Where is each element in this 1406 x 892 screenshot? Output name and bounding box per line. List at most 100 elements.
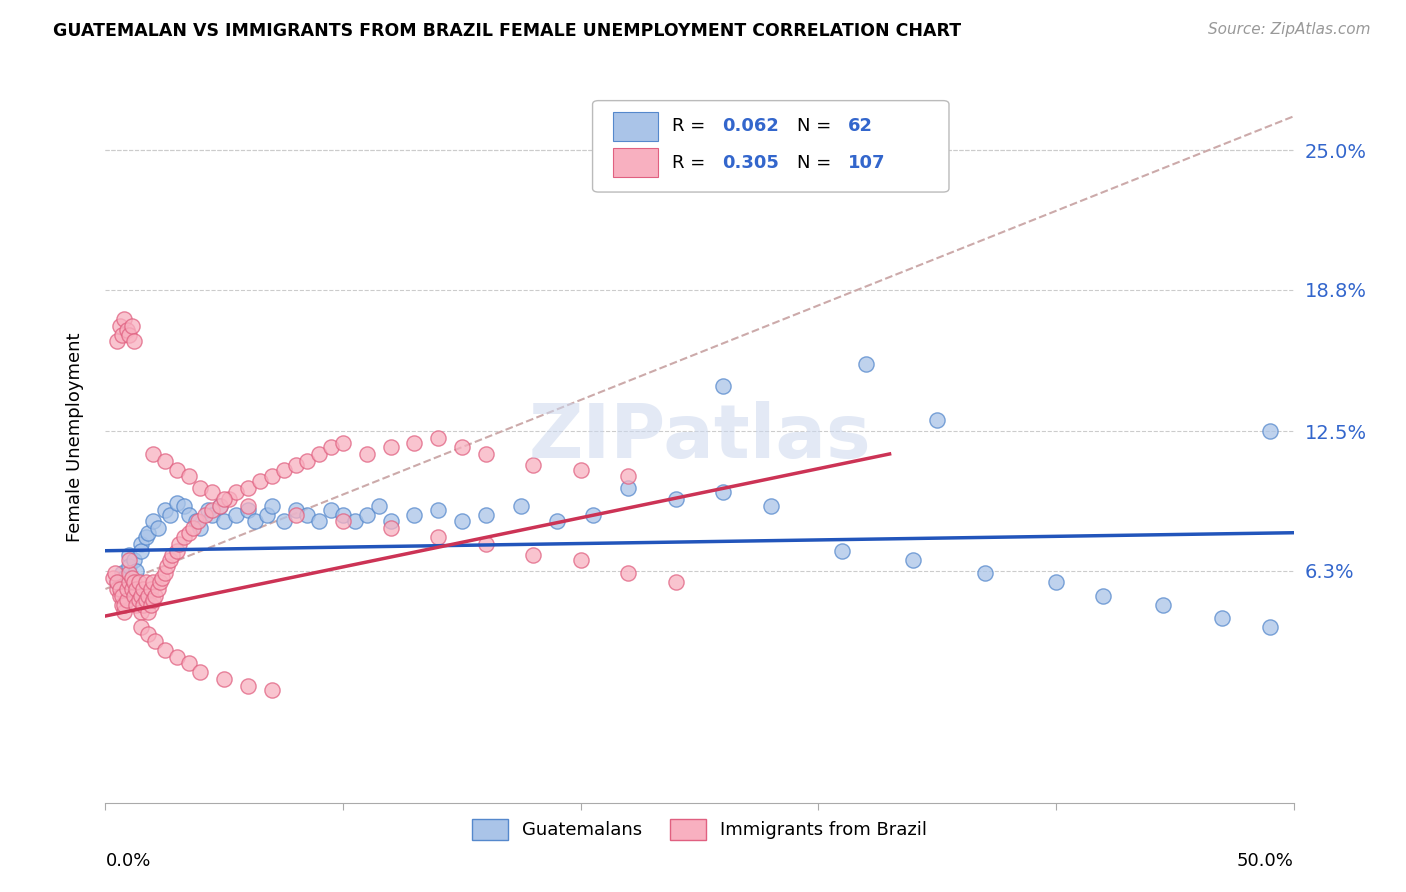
Point [149, 575, 172, 590]
Point [114, 598, 136, 612]
Point [225, 508, 247, 522]
Point [152, 571, 174, 585]
Point [617, 566, 640, 581]
Point [183, 521, 205, 535]
Point [284, 458, 307, 473]
Point [343, 515, 366, 529]
Point [166, 543, 188, 558]
Point [114, 605, 136, 619]
Point [111, 566, 134, 581]
Point [146, 521, 169, 535]
Point [118, 327, 141, 342]
Point [136, 589, 159, 603]
Point [139, 582, 162, 596]
Point [214, 491, 236, 506]
Point [321, 503, 343, 517]
Point [115, 323, 138, 337]
Point [711, 485, 734, 500]
Point [1045, 575, 1067, 590]
Point [236, 481, 259, 495]
Point [125, 598, 148, 612]
Point [404, 435, 426, 450]
Point [243, 515, 266, 529]
Point [1092, 589, 1115, 603]
Point [121, 582, 143, 596]
Text: 50.0%: 50.0% [1237, 853, 1294, 871]
Point [190, 665, 212, 680]
Point [153, 566, 176, 581]
Point [156, 559, 179, 574]
Point [159, 553, 181, 567]
Point [522, 458, 544, 473]
Point [122, 334, 145, 349]
Point [111, 589, 134, 603]
Point [321, 440, 343, 454]
Point [136, 525, 159, 540]
Point [973, 566, 995, 581]
Point [108, 318, 131, 333]
Point [122, 589, 145, 603]
Point [474, 537, 496, 551]
Point [146, 582, 169, 596]
Point [380, 515, 402, 529]
Text: 107: 107 [848, 153, 886, 172]
Point [260, 469, 283, 483]
Point [201, 485, 224, 500]
Point [177, 657, 200, 671]
Point [142, 515, 165, 529]
Point [177, 525, 200, 540]
Point [711, 379, 734, 393]
Point [546, 515, 568, 529]
Text: N =: N = [797, 153, 837, 172]
Point [474, 508, 496, 522]
Point [166, 463, 188, 477]
Point [197, 503, 219, 517]
Point [111, 327, 134, 342]
Text: 0.062: 0.062 [723, 117, 779, 136]
Point [260, 499, 283, 513]
Text: N =: N = [797, 117, 837, 136]
Point [404, 508, 426, 522]
Point [139, 598, 162, 612]
Point [125, 582, 148, 596]
Point [450, 440, 472, 454]
Point [380, 440, 402, 454]
Point [569, 463, 592, 477]
Point [665, 491, 688, 506]
Point [129, 620, 152, 634]
Point [129, 605, 152, 619]
Point [759, 499, 782, 513]
Point [214, 515, 236, 529]
Point [132, 582, 155, 596]
Point [118, 566, 141, 581]
Point [118, 553, 141, 567]
Point [142, 447, 165, 461]
Point [153, 642, 176, 657]
Point [159, 508, 181, 522]
Point [1152, 598, 1174, 612]
Point [380, 521, 402, 535]
Text: GUATEMALAN VS IMMIGRANTS FROM BRAZIL FEMALE UNEMPLOYMENT CORRELATION CHART: GUATEMALAN VS IMMIGRANTS FROM BRAZIL FEM… [53, 22, 962, 40]
Point [474, 447, 496, 461]
Point [332, 435, 354, 450]
Point [273, 515, 295, 529]
Point [665, 575, 688, 590]
Point [129, 537, 152, 551]
Point [367, 499, 389, 513]
Point [143, 589, 166, 603]
FancyBboxPatch shape [592, 101, 949, 192]
Point [122, 575, 145, 590]
Point [190, 521, 212, 535]
Text: 0.0%: 0.0% [105, 853, 150, 871]
Point [284, 503, 307, 517]
Point [160, 548, 183, 562]
Text: 0.305: 0.305 [723, 153, 779, 172]
Point [121, 318, 143, 333]
Point [128, 575, 150, 590]
FancyBboxPatch shape [613, 148, 658, 178]
Point [129, 543, 152, 558]
Point [128, 593, 150, 607]
Point [903, 553, 925, 567]
Y-axis label: Female Unemployment: Female Unemployment [66, 333, 84, 541]
Legend: Guatemalans, Immigrants from Brazil: Guatemalans, Immigrants from Brazil [463, 810, 936, 848]
